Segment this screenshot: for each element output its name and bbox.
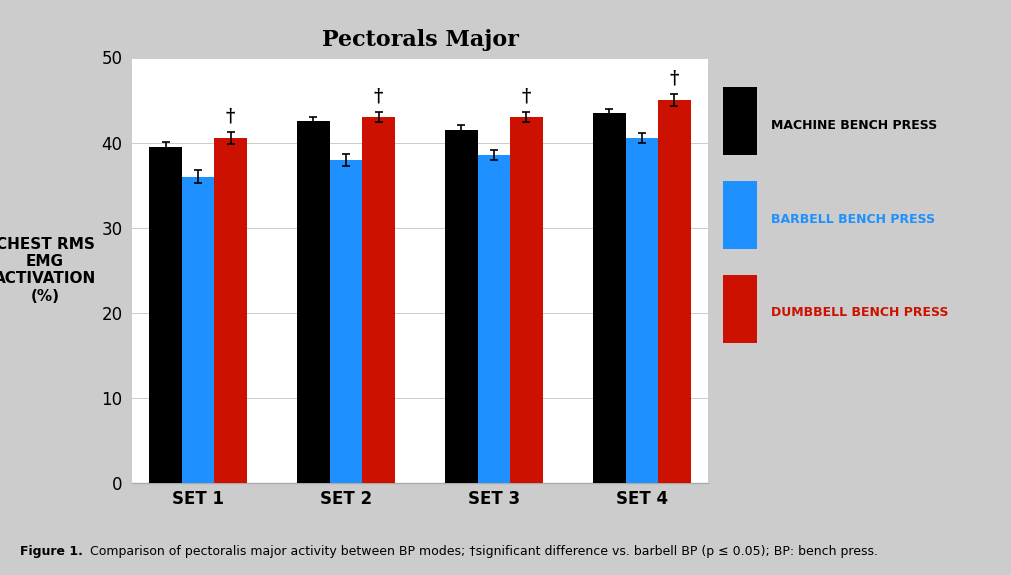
Text: Comparison of pectoralis major activity between BP modes; †significant differenc: Comparison of pectoralis major activity …	[86, 545, 878, 558]
Text: DUMBBELL BENCH PRESS: DUMBBELL BENCH PRESS	[770, 306, 947, 319]
Bar	[214, 139, 247, 483]
FancyBboxPatch shape	[722, 87, 756, 155]
FancyBboxPatch shape	[722, 274, 756, 343]
Bar	[510, 117, 542, 483]
Text: †: †	[669, 69, 678, 87]
Bar	[625, 139, 657, 483]
Bar	[330, 160, 362, 483]
Text: †: †	[522, 87, 531, 105]
Text: Figure 1.: Figure 1.	[20, 545, 83, 558]
Bar	[182, 177, 214, 483]
Text: BARBELL BENCH PRESS: BARBELL BENCH PRESS	[770, 213, 934, 226]
Bar	[477, 155, 510, 483]
FancyBboxPatch shape	[722, 181, 756, 249]
Text: MACHINE BENCH PRESS: MACHINE BENCH PRESS	[770, 119, 936, 132]
Text: †: †	[225, 108, 236, 125]
Bar	[592, 113, 625, 483]
Bar	[445, 130, 477, 483]
Title: Pectorals Major: Pectorals Major	[321, 29, 518, 51]
Bar	[150, 147, 182, 483]
Y-axis label: CHEST RMS
EMG
ACTIVATION
(%): CHEST RMS EMG ACTIVATION (%)	[0, 237, 96, 304]
Bar	[362, 117, 394, 483]
Bar	[297, 121, 330, 483]
Text: †: †	[373, 87, 383, 105]
Bar	[657, 100, 690, 483]
